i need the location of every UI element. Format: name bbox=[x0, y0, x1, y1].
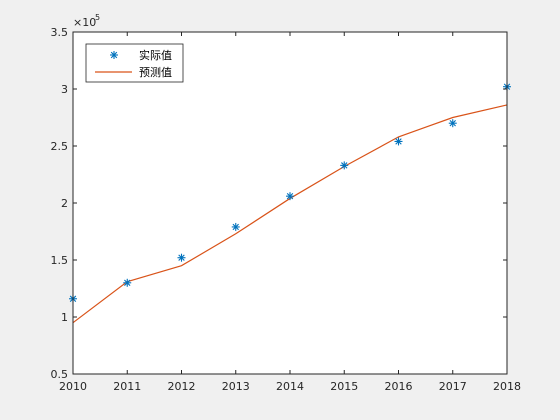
data-point-actual bbox=[448, 119, 457, 128]
x-tick-label: 2017 bbox=[439, 380, 467, 393]
x-tick-label: 2010 bbox=[59, 380, 87, 393]
data-point-actual bbox=[394, 137, 403, 146]
y-tick-label: 1.5 bbox=[51, 254, 69, 267]
x-tick-label: 2015 bbox=[330, 380, 358, 393]
y-exponent-base: ×10 bbox=[73, 16, 96, 29]
x-tick-label: 2011 bbox=[113, 380, 141, 393]
data-point-actual bbox=[177, 253, 186, 262]
data-point-actual bbox=[286, 192, 294, 201]
plot-marks bbox=[69, 82, 511, 324]
y-tick-label: 2.5 bbox=[51, 140, 69, 153]
legend-entry-predicted: 预测值 bbox=[95, 66, 172, 79]
y-tick-label: 2 bbox=[61, 197, 68, 210]
legend-label-actual: 实际值 bbox=[139, 48, 172, 62]
y-exponent-power: 5 bbox=[95, 13, 100, 22]
legend-box bbox=[85, 43, 184, 83]
legend-marker-actual bbox=[110, 51, 118, 59]
y-tick-label: 1 bbox=[61, 311, 68, 324]
data-point-actual bbox=[340, 161, 349, 170]
x-tick-label: 2012 bbox=[168, 380, 196, 393]
data-point-actual bbox=[123, 278, 132, 287]
x-tick-label: 2018 bbox=[493, 380, 521, 393]
legend-label-predicted: 预测值 bbox=[139, 66, 172, 79]
data-point-actual bbox=[231, 222, 240, 231]
legend-entry-actual: 实际值 bbox=[110, 48, 172, 62]
y-axis: 0.5 1 1.5 2 2.5 3 3.5 bbox=[51, 26, 507, 381]
x-tick-label: 2016 bbox=[385, 380, 413, 393]
y-tick-label: 3.5 bbox=[51, 26, 69, 39]
x-tick-label: 2013 bbox=[222, 380, 250, 393]
y-tick-label: 3 bbox=[61, 83, 68, 96]
legend: 实际值 预测值 bbox=[85, 43, 184, 83]
legend-asterisk-icon bbox=[110, 51, 118, 59]
axes-background bbox=[73, 32, 507, 374]
x-axis: 2010 2011 2012 2013 2014 2015 2016 2017 2018 bbox=[59, 32, 521, 393]
x-tick-label: 2014 bbox=[276, 380, 304, 393]
y-tick-label: 0.5 bbox=[51, 368, 69, 381]
